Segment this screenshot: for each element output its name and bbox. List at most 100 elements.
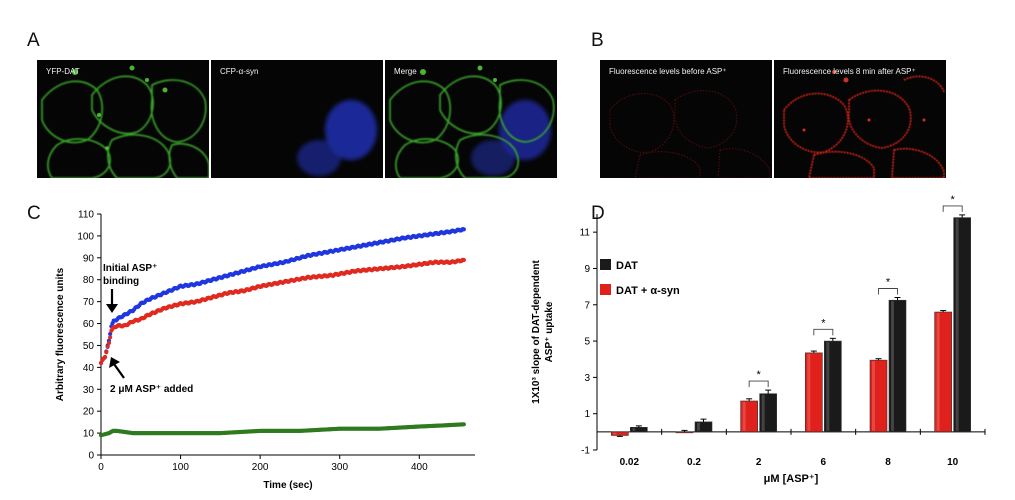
series-1 [98, 257, 466, 366]
significance-marker: * [757, 369, 762, 381]
data-point [461, 227, 466, 232]
legend-swatch [600, 259, 611, 270]
bar-highlight [742, 401, 746, 431]
data-point [102, 355, 108, 360]
y-tick-label: 50 [83, 341, 95, 352]
x-tick-label: 200 [252, 462, 269, 473]
y-tick-label: 11 [580, 228, 591, 239]
y-tick-label: 0 [88, 451, 94, 462]
x-tick-label: 0.02 [620, 457, 640, 468]
micrograph-merge: Merge [385, 60, 557, 178]
x-tick-label: 2 [756, 457, 762, 468]
x-tick-label: 6 [821, 457, 827, 468]
y-tick-label: 100 [77, 231, 94, 242]
micrograph-label: Fluorescence levels before ASP⁺ [609, 67, 727, 76]
bar [805, 352, 823, 433]
bar-highlight [955, 218, 959, 431]
micrograph-after-asp: Fluorescence levels 8 min after ASP⁺ [774, 60, 946, 178]
series-2 [98, 422, 466, 438]
y-tick-label: 7 [584, 300, 590, 311]
micrograph-label: Fluorescence levels 8 min after ASP⁺ [783, 67, 916, 76]
significance-marker: * [951, 194, 956, 206]
y-tick-label: 5 [584, 337, 590, 348]
micrograph-label: YFP-DAT [46, 67, 80, 76]
bar [740, 400, 758, 433]
bar-highlight [936, 313, 940, 431]
bar-highlight [872, 361, 875, 431]
micrograph-yfp-dat: YFP-DAT [37, 60, 209, 178]
bar-highlight [761, 394, 765, 431]
annotation-initial-binding-line1: Initial ASP⁺ [103, 263, 157, 274]
x-tick-label: 0.2 [687, 457, 701, 468]
bar [953, 217, 971, 433]
bar [675, 431, 694, 434]
y-tick-label: 80 [83, 275, 95, 286]
micrograph-label: CFP-α-syn [220, 67, 259, 76]
significance-bracket [748, 380, 769, 388]
y-tick-label: 30 [83, 385, 95, 396]
bar [759, 393, 777, 433]
significance-marker: * [886, 277, 891, 289]
legend-label: DAT + α-syn [616, 285, 680, 297]
panel-letter-c: C [27, 203, 41, 224]
bar-highlight [632, 428, 636, 431]
y-tick-label: 9 [584, 264, 590, 275]
panel-letter-d: D [591, 203, 605, 224]
chart-c-fluorescence-time: 0 10 20 30 40 50 60 70 80 90 100 110 0 100 200 300 400 Ti… [55, 210, 475, 491]
x-tick-label: 300 [331, 462, 348, 473]
bar-highlight [826, 342, 830, 431]
significance-bracket [878, 288, 898, 295]
data-point [105, 344, 110, 350]
annotation-arrowhead-added [109, 357, 120, 368]
legend-label: DAT [616, 260, 638, 272]
bar [611, 431, 629, 436]
y-tick-label: 3 [584, 373, 590, 384]
panel-letter-b: B [591, 30, 604, 51]
bar [934, 311, 952, 433]
legend-swatch [600, 284, 611, 295]
annotation-asp-added: 2 μM ASP⁺ added [110, 384, 193, 395]
bar [630, 427, 648, 433]
y-tick-label: 90 [83, 253, 95, 264]
data-point [106, 340, 112, 346]
annotation-arrow-added [113, 363, 125, 379]
series-0 [98, 227, 466, 366]
y-tick-label: 60 [83, 319, 95, 330]
x-tick-label: 0 [98, 462, 104, 473]
y-tick-label: 70 [83, 297, 95, 308]
data-point [461, 257, 466, 263]
y-tick-label: 110 [78, 210, 94, 221]
data-point [108, 335, 113, 340]
data-point [108, 331, 113, 337]
bar-highlight [697, 422, 700, 431]
significance-marker: * [821, 317, 826, 329]
micrograph-label: Merge [394, 67, 417, 76]
annotation-arrowhead-binding [106, 304, 118, 313]
data-point [104, 350, 109, 355]
bar [694, 421, 713, 433]
bar [869, 359, 888, 433]
significance-bracket [813, 328, 834, 336]
bar-highlight [807, 353, 811, 431]
panel-letter-a: A [27, 30, 40, 51]
y-tick-label: -1 [581, 446, 590, 457]
x-tick-label: 10 [947, 457, 959, 468]
x-axis-title: μM [ASP⁺] [764, 473, 819, 485]
data-point [461, 422, 466, 427]
y-tick-label: 1 [584, 409, 590, 420]
y-axis-title: Arbitrary fluorescence units [55, 267, 66, 401]
y-tick-label: 10 [83, 429, 95, 440]
y-tick-label: 40 [83, 363, 95, 374]
bar [824, 340, 842, 433]
y-tick-label: 20 [83, 407, 95, 418]
annotation-initial-binding-line2: binding [103, 276, 139, 287]
micrograph-before-asp: Fluorescence levels before ASP⁺ [600, 60, 772, 178]
x-tick-label: 8 [885, 457, 891, 468]
bar-highlight [891, 301, 894, 431]
bar-highlight [613, 432, 617, 435]
micrograph-cfp-alpha-syn: CFP-α-syn [211, 60, 383, 178]
bar [888, 299, 907, 433]
x-tick-label: 400 [411, 462, 428, 473]
significance-bracket [942, 205, 963, 212]
x-axis-title: Time (sec) [263, 480, 312, 491]
